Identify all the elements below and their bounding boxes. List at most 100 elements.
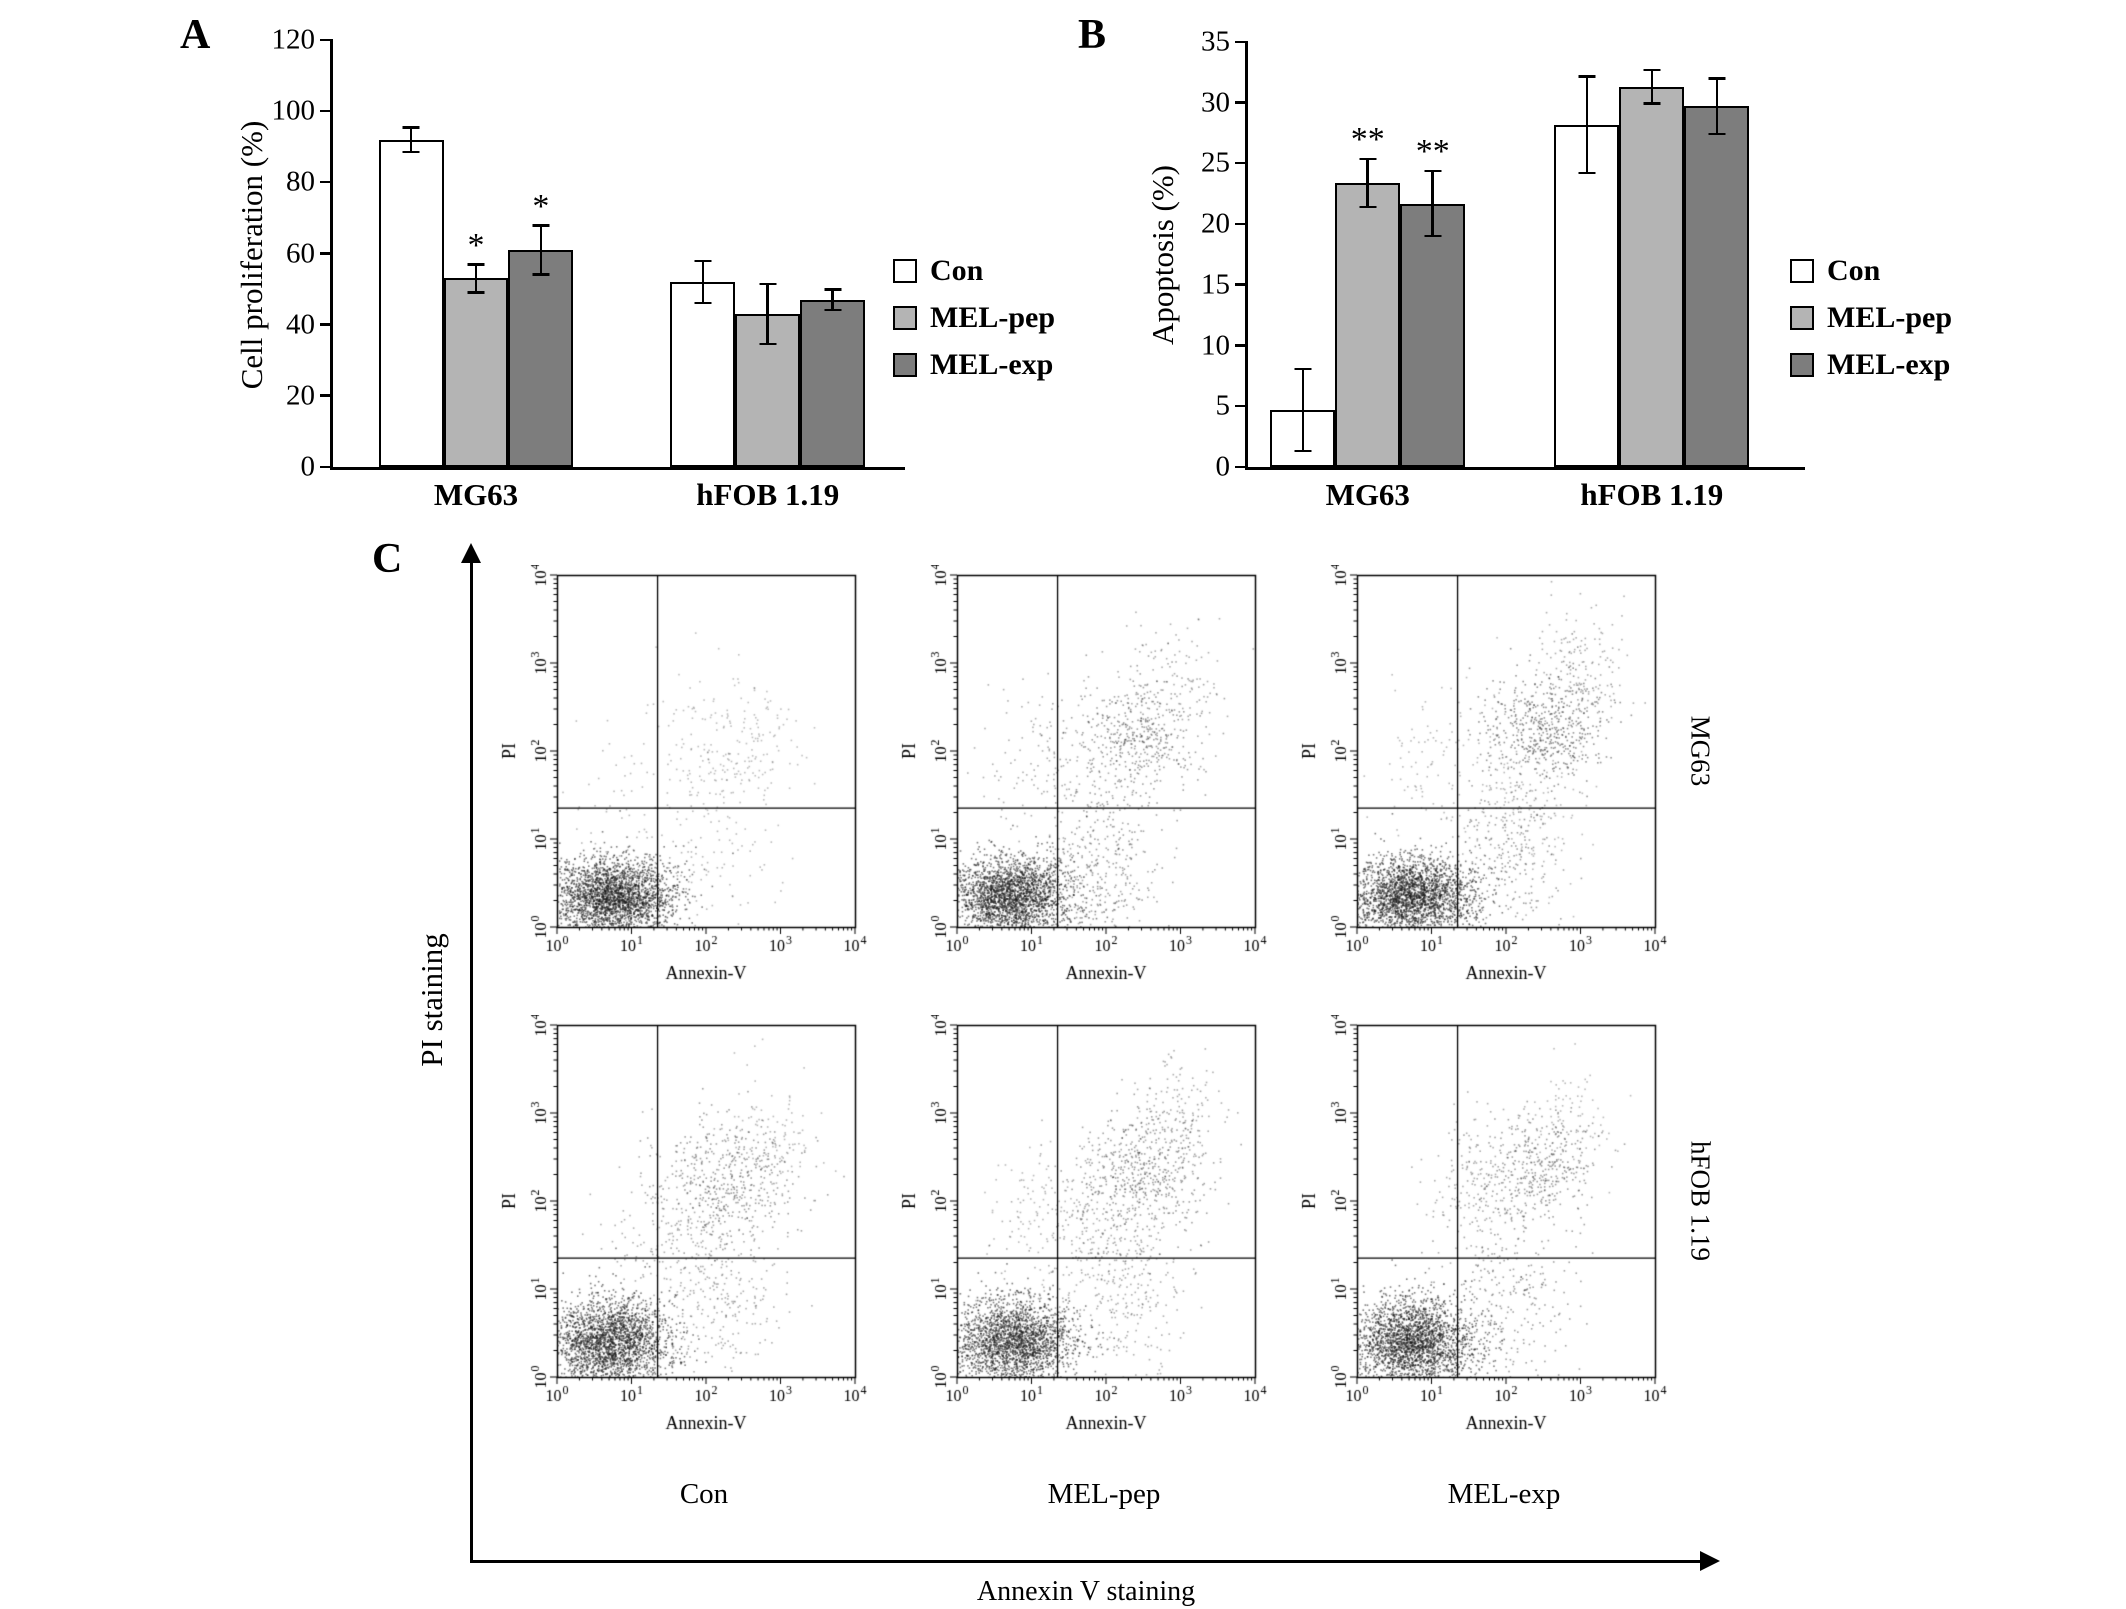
error-bar	[824, 288, 842, 312]
flow-plot-hfob-mel-exp	[1297, 1015, 1667, 1435]
legend-swatch-icon	[893, 353, 917, 377]
error-bar	[1359, 157, 1377, 209]
error-bar-cap	[824, 308, 842, 312]
legend-panel-b: Con MEL-pep MEL-exp	[1790, 256, 1952, 397]
error-bar-cap	[759, 342, 777, 346]
y-axis-tick-label: 10	[1201, 329, 1230, 362]
flow-column-label-mel-exp: MEL-exp	[1447, 1478, 1561, 1510]
bar-con	[378, 139, 444, 467]
annexin-axis-arrowhead-icon	[1700, 1551, 1720, 1571]
bar-mel-pep	[1619, 86, 1685, 467]
legend-swatch-icon	[1790, 353, 1814, 377]
legend-label: Con	[930, 254, 984, 287]
flow-column-label-mel-pep: MEL-pep	[1047, 1478, 1161, 1510]
y-axis-tick-label: 60	[286, 237, 315, 269]
legend-item-mel-pep: MEL-pep	[1790, 303, 1952, 333]
error-bar	[694, 259, 712, 305]
significance-marker: **	[1415, 133, 1450, 171]
bar-slot: *	[443, 40, 509, 467]
bar-mel-exp	[508, 249, 574, 467]
y-axis-tick-label: 0	[300, 450, 316, 483]
legend-swatch-icon	[893, 259, 917, 283]
bar-slot: **	[1335, 42, 1401, 467]
panel-b-y-axis-label: Apoptosis (%)	[1145, 165, 1180, 345]
legend-label: MEL-exp	[930, 348, 1054, 381]
y-axis-tick	[320, 180, 333, 184]
bar-slot	[1684, 42, 1750, 467]
pi-axis-line	[470, 560, 473, 1562]
error-bar-cap	[1578, 75, 1596, 78]
bar-slot	[735, 40, 801, 467]
flow-plot-hfob-con	[497, 1015, 867, 1435]
y-axis-tick-label: 35	[1201, 25, 1230, 58]
error-bar-cap	[467, 291, 485, 294]
bar-chart-cell-proliferation: 0 20 40 60 80 100 120 * * MG63 hFOB 1.19	[272, 25, 905, 512]
bar-group-mg63: * *	[378, 40, 574, 467]
y-axis-tick	[1235, 222, 1248, 226]
error-bar	[1708, 77, 1726, 136]
legend-label: MEL-pep	[1827, 301, 1953, 334]
bar-slot	[1619, 42, 1685, 467]
error-bar-cap	[402, 126, 420, 129]
error-bar-cap	[1643, 68, 1661, 72]
legend-item-mel-pep: MEL-pep	[893, 303, 1055, 333]
legend-item-mel-exp: MEL-exp	[893, 350, 1055, 380]
y-axis-tick-label: 0	[1215, 450, 1231, 483]
x-category-label: hFOB 1.19	[1580, 477, 1724, 512]
error-bar	[1643, 68, 1661, 105]
error-bar	[402, 126, 420, 154]
error-bar-cap	[1578, 171, 1596, 175]
bar-mel-exp	[1684, 106, 1750, 467]
bar-slot	[1554, 42, 1620, 467]
x-category-label: MG63	[433, 477, 519, 512]
y-axis-tick-label: 25	[1201, 146, 1230, 179]
y-axis-tick	[320, 394, 333, 397]
y-axis-tick	[1235, 40, 1248, 43]
y-axis-tick	[1235, 404, 1248, 408]
error-bar-cap	[1424, 169, 1442, 173]
bar-chart-apoptosis: 0 5 10 15 20 25 30 35 ** ** MG63 hFOB 1.19	[1201, 27, 1805, 512]
y-axis-tick	[1235, 465, 1248, 468]
flow-row-label-hfob: hFOB 1.19	[1685, 1140, 1716, 1262]
error-bar-cap	[1643, 102, 1661, 105]
annexin-axis-line	[470, 1560, 1702, 1563]
y-axis-tick	[1235, 101, 1248, 104]
flow-plot-mg63-mel-pep	[897, 565, 1267, 985]
error-bar	[759, 282, 777, 346]
bar-mel-pep	[1335, 182, 1401, 467]
significance-marker: *	[532, 187, 550, 225]
x-category-label: hFOB 1.19	[696, 477, 840, 512]
y-axis-tick	[1235, 161, 1248, 165]
error-bar	[1424, 169, 1442, 238]
error-bar-cap	[1359, 157, 1377, 161]
bar-slot	[670, 40, 736, 467]
bar-slot: **	[1400, 42, 1466, 467]
error-bar-cap	[824, 288, 842, 291]
bar-slot	[800, 40, 865, 467]
panel-a-y-axis-label: Cell proliferation (%)	[234, 120, 269, 390]
error-bar	[1294, 367, 1312, 453]
bar-slot	[1270, 42, 1336, 467]
flow-plot-mg63-mel-exp	[1297, 565, 1667, 985]
error-bar-cap	[1294, 449, 1312, 453]
bar-slot: *	[508, 40, 574, 467]
flow-column-label-con: Con	[679, 1478, 729, 1510]
bar-mel-exp	[1400, 203, 1466, 467]
y-axis-tick-label: 20	[1201, 207, 1230, 240]
panel-b-label: B	[1078, 12, 1107, 58]
error-bar-cap	[1424, 234, 1442, 238]
y-axis-tick-label: 20	[286, 379, 315, 412]
legend-item-con: Con	[893, 256, 1055, 286]
legend-label: MEL-exp	[1827, 348, 1951, 381]
panel-c-label: C	[372, 536, 403, 582]
legend-label: Con	[1827, 254, 1881, 287]
legend-panel-a: Con MEL-pep MEL-exp	[893, 256, 1055, 397]
y-axis-tick-label: 5	[1215, 389, 1231, 422]
error-bar-cap	[1708, 77, 1726, 80]
panel-a-label: A	[180, 12, 211, 58]
legend-swatch-icon	[1790, 259, 1814, 283]
bar-con	[670, 281, 736, 467]
